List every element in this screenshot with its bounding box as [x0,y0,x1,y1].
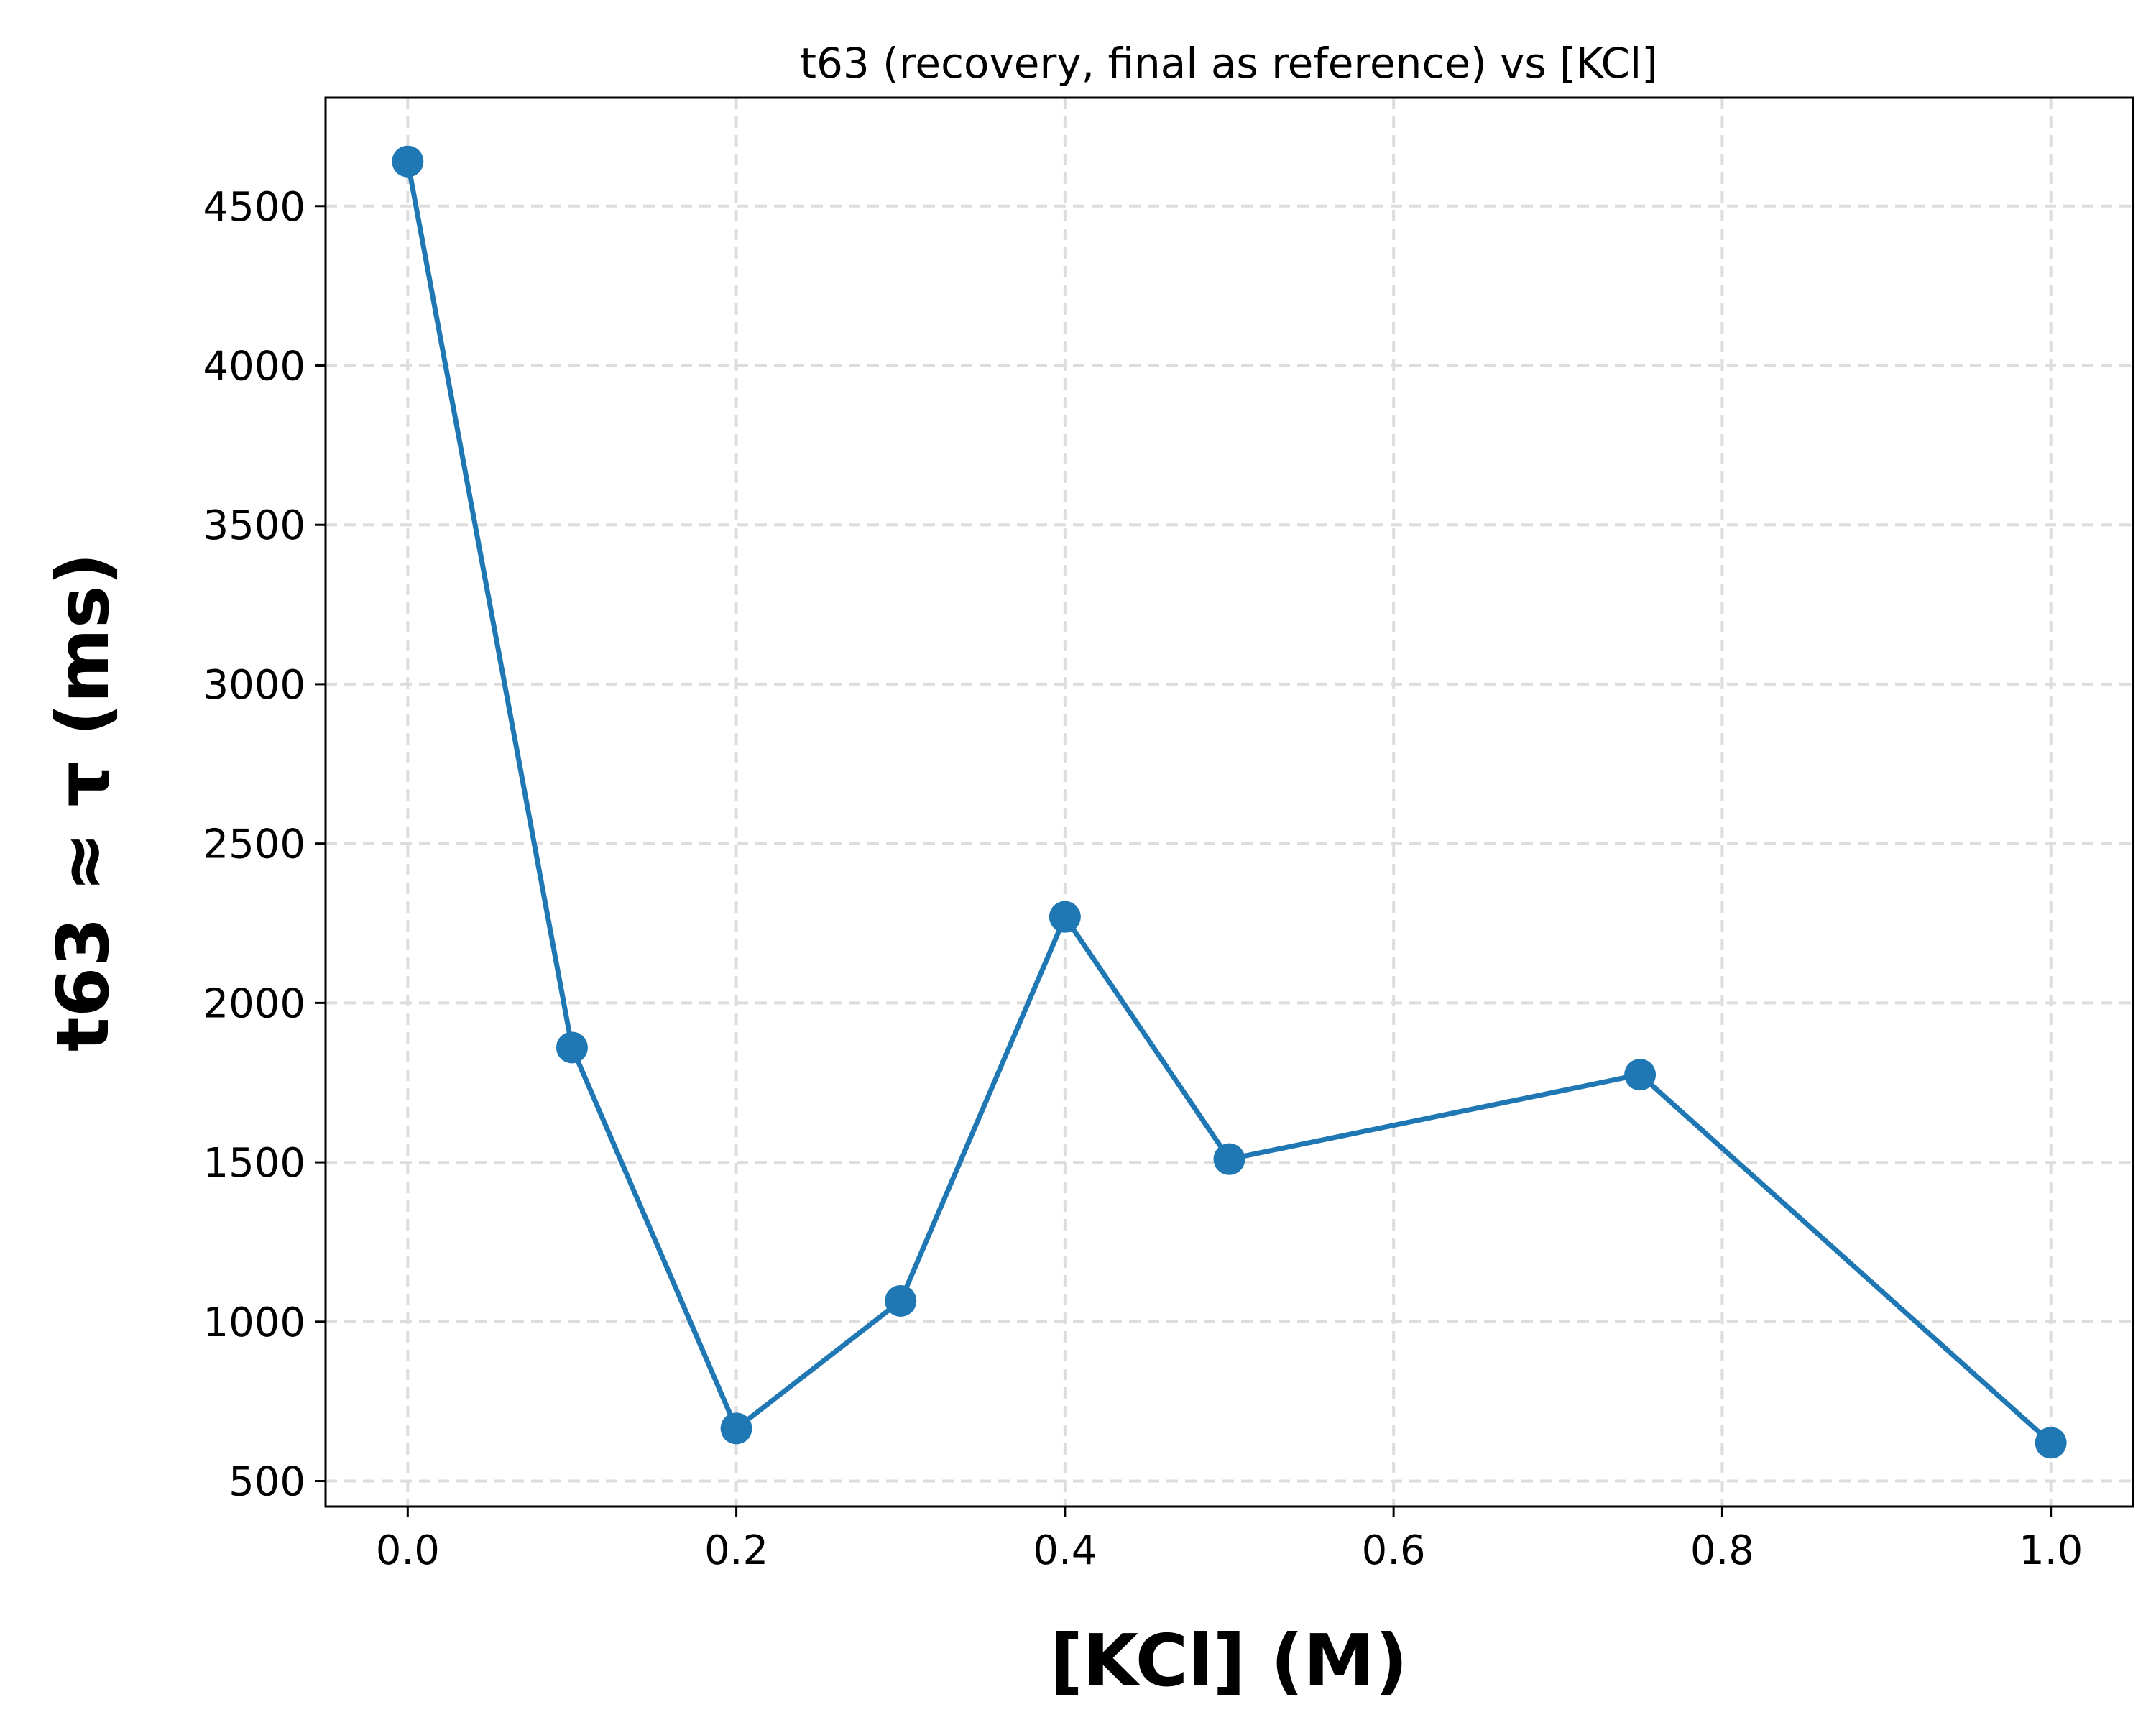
y-tick-label: 2000 [203,980,305,1027]
data-point [2035,1427,2067,1459]
y-tick-label: 1500 [203,1140,305,1187]
series-layer [392,145,2067,1459]
x-tick-label: 1.0 [2019,1527,2083,1574]
x-tick-label: 0.0 [376,1527,440,1574]
grid [326,98,2133,1506]
data-point [1049,901,1081,933]
y-tick-label: 3500 [203,502,305,549]
y-tick-label: 3000 [203,662,305,709]
x-tick-label: 0.6 [1362,1527,1426,1574]
data-point [1624,1059,1657,1091]
y-axis-ticks: 500 1000 1500 2000 2500 3000 3500 4000 4500 [203,184,326,1506]
data-point [1213,1143,1245,1175]
y-tick-label: 1000 [203,1300,305,1346]
data-point [556,1031,588,1064]
y-tick-label: 500 [229,1459,305,1506]
plot-frame [324,96,2134,1508]
y-axis-label: t63 ≈ τ (ms) [41,553,125,1052]
data-point [392,145,424,178]
series [392,145,2067,1459]
series-line [405,161,2053,1445]
x-axis-ticks: 0.0 0.2 0.4 0.6 0.8 1.0 [376,1506,2083,1574]
y-tick-label: 4000 [203,343,305,390]
y-tick-label: 2500 [203,822,305,868]
x-axis-label: [KCl] (M) [1050,1619,1408,1703]
y-tick-label: 4500 [203,184,305,231]
x-tick-label: 0.2 [704,1527,768,1574]
x-tick-label: 0.4 [1033,1527,1097,1574]
data-point [885,1284,917,1317]
x-tick-label: 0.8 [1690,1527,1754,1574]
data-point [720,1412,752,1445]
chart-title: t63 (recovery, final as reference) vs [K… [800,39,1658,88]
